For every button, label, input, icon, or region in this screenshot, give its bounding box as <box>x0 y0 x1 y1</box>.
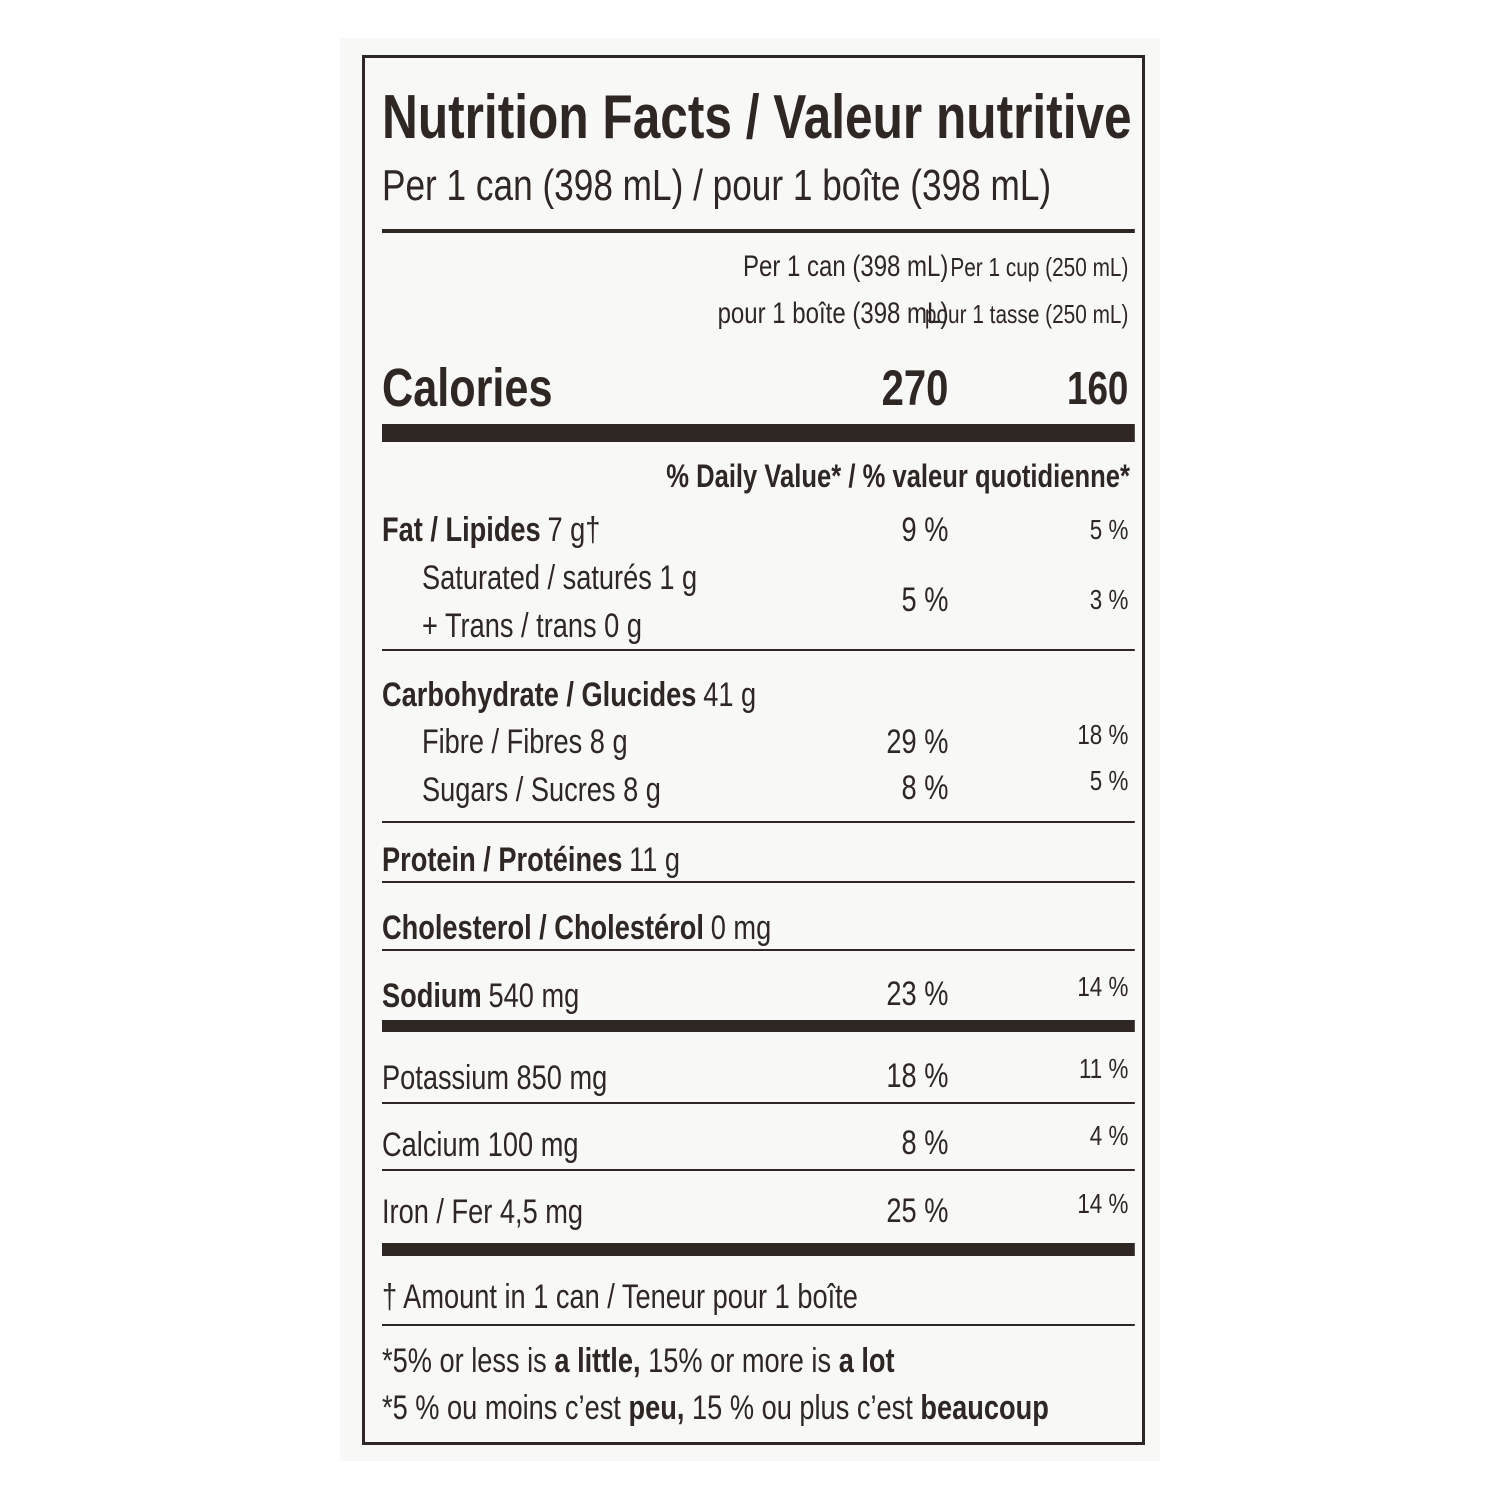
dv-value: 18 % <box>1077 719 1129 750</box>
nutrient-row: Saturated / saturés 1 g <box>422 559 698 597</box>
nutrient-amount: 41 g <box>703 676 757 714</box>
column-header: pour 1 tasse (250 mL) <box>924 299 1129 329</box>
serving: Per 1 can (398 mL) / pour 1 boîte (398 m… <box>382 161 1052 210</box>
dv-value: 29 % <box>886 723 949 761</box>
nutrient-amount: 0 mg <box>710 909 772 947</box>
dv-value: 3 % <box>1089 584 1129 615</box>
nutrient-name: Protein / Protéines <box>382 841 623 879</box>
dv-value: 9 % <box>901 511 949 549</box>
rule <box>382 1102 1135 1104</box>
rule <box>382 1324 1135 1326</box>
nutrient-row: Fibre / Fibres 8 g <box>422 723 628 761</box>
dv-value: 25 % <box>886 1192 949 1230</box>
nutrient-amount: 11 g <box>629 841 681 879</box>
note-part: *5% or less is <box>382 1342 547 1380</box>
thick-rule <box>382 424 1135 442</box>
column-header: Per 1 can (398 mL) <box>742 250 949 283</box>
dv-value: 23 % <box>886 975 949 1013</box>
dv-value: 8 % <box>901 769 949 807</box>
title: Nutrition Facts / Valeur nutritive <box>382 83 1132 152</box>
nutrient-row: Iron / Fer 4,5 mg <box>382 1193 584 1231</box>
calories-value: 160 <box>1067 362 1129 414</box>
note: *5 % ou moins c’est peu, 15 % ou plus c’es… <box>382 1383 1049 1433</box>
note-part: a lot <box>838 1342 895 1380</box>
label-border <box>362 55 1145 1445</box>
nutrient-row: Sugars / Sucres 8 g <box>422 771 661 809</box>
nutrient-row: Potassium 850 mg <box>382 1059 608 1097</box>
nutrient-name: Carbohydrate / Glucides <box>382 676 697 714</box>
calories-label: Calories <box>382 358 553 418</box>
thick-rule <box>382 1243 1135 1256</box>
rule <box>382 229 1135 233</box>
nutrient-name: Sodium <box>382 977 482 1015</box>
nutrient-row: + Trans / trans 0 g <box>422 607 642 645</box>
nutrient-row: Calcium 100 mg <box>382 1126 579 1164</box>
label-content: Nutrition Facts / Valeur nutritive Per 1… <box>382 0 1135 1500</box>
column-header: pour 1 boîte (398 mL) <box>717 297 949 330</box>
column-header: Per 1 cup (250 mL) <box>950 252 1129 282</box>
note-part: beaucoup <box>920 1389 1049 1427</box>
dv-value: 5 % <box>1089 514 1129 545</box>
nutrient-row: Sodium 540 mg <box>382 971 579 1021</box>
nutrient-row: Fat / Lipides 7 g† <box>382 505 600 555</box>
note-part: a little, <box>554 1342 641 1380</box>
calories-value: 270 <box>881 360 949 416</box>
rule <box>382 649 1135 651</box>
nutrient-row: Cholesterol / Cholestérol 0 mg <box>382 903 771 953</box>
note-part: *5 % ou moins c’est <box>382 1389 621 1427</box>
note-part: 15% or more is <box>648 1342 832 1380</box>
footnote: † Amount in 1 can / Teneur pour 1 boîte <box>382 1278 858 1316</box>
nutrient-row: Protein / Protéines 11 g <box>382 835 680 885</box>
rule <box>382 1169 1135 1171</box>
nutrient-name: Fat / Lipides <box>382 511 541 549</box>
dv-value: 14 % <box>1077 971 1129 1002</box>
dv-value: 11 % <box>1079 1053 1129 1084</box>
label-background <box>340 38 1160 1461</box>
dv-value: 18 % <box>886 1057 949 1095</box>
note-part: 15 % ou plus c’est <box>692 1389 913 1427</box>
rule <box>382 821 1135 823</box>
rule <box>382 881 1135 883</box>
nutrient-name: Cholesterol / Cholestérol <box>382 909 704 947</box>
dv-value: 5 % <box>901 581 949 619</box>
daily-value-header: % Daily Value* / % valeur quotidienne* <box>666 458 1130 494</box>
thick-rule <box>382 1020 1135 1032</box>
dv-value: 14 % <box>1077 1188 1129 1219</box>
rule <box>382 949 1135 951</box>
note-part: peu, <box>628 1389 685 1427</box>
nutrient-amount: 7 g† <box>547 511 601 549</box>
dv-value: 4 % <box>1089 1120 1129 1151</box>
nutrient-amount: 540 mg <box>488 977 580 1015</box>
dv-value: 5 % <box>1089 765 1129 796</box>
dv-value: 8 % <box>901 1124 949 1162</box>
note: *5% or less is a little, 15% or more is a l… <box>382 1336 895 1386</box>
nutrient-row: Carbohydrate / Glucides 41 g <box>382 670 756 720</box>
